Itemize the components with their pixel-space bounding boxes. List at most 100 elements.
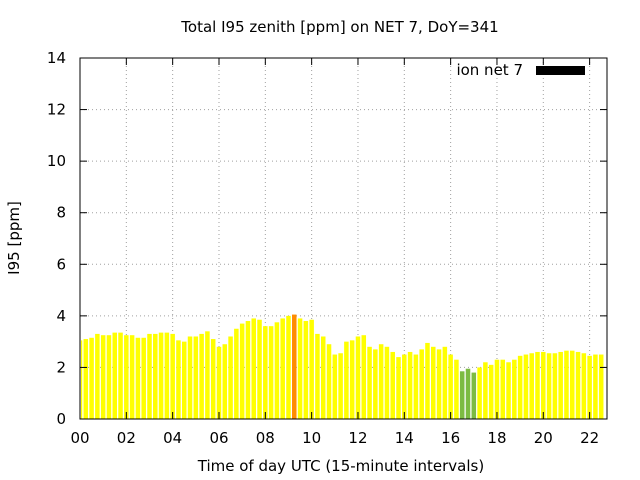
bar [292,314,297,419]
bar [436,349,442,419]
bar [593,354,598,419]
bar [431,346,436,419]
x-tick-label: 04 [163,429,182,447]
bar [349,340,355,419]
bar [541,351,546,419]
bar [396,357,401,419]
bar [407,351,413,419]
y-tick-label: 4 [56,307,66,325]
bar [89,337,94,419]
bar [135,337,141,419]
bar [598,354,604,419]
bar [129,335,135,419]
bar [257,319,262,419]
y-tick-label: 6 [56,255,66,273]
bar [367,346,372,419]
plot-frame [79,57,608,420]
bar [315,333,320,419]
bar [205,331,210,419]
bar [100,335,106,419]
bar [465,368,471,419]
bar [413,354,419,419]
bar [81,340,83,419]
bar [303,321,309,419]
bar [517,355,523,419]
y-tick-label: 0 [56,410,66,428]
bar [228,336,233,419]
y-tick-label: 2 [56,358,66,376]
bar [158,332,164,419]
bar [338,353,343,419]
bar [245,321,251,419]
x-tick-label: 14 [395,429,414,447]
bar [112,332,118,419]
x-axis-label: Time of day UTC (15-minute intervals) [197,457,484,475]
bar [419,349,424,419]
x-tick-label: 10 [302,429,321,447]
bar [402,354,407,419]
bar [488,364,494,419]
bar [587,355,592,419]
bar [95,333,100,419]
bar [477,367,482,419]
bar [274,322,280,419]
y-tick-label: 12 [47,101,66,119]
bar [378,344,384,419]
bar [373,349,378,419]
bar [535,351,540,419]
bar [210,339,216,419]
bar [176,340,181,419]
bar [216,346,222,419]
bar [222,344,228,419]
bar [384,346,390,419]
bar [199,333,204,419]
x-tick-label: 02 [117,429,136,447]
bar [164,332,170,419]
bar [187,336,193,419]
y-tick-label: 10 [47,152,66,170]
x-tick-label: 16 [441,429,460,447]
bar [251,318,256,419]
bar [153,333,158,419]
bar [118,332,123,419]
ticks [79,57,607,420]
bar [268,326,274,419]
chart-title: Total I95 zenith [ppm] on NET 7, DoY=341 [180,18,498,36]
bar [320,336,326,419]
bar [564,350,569,419]
bar [448,354,453,419]
bar [147,333,152,419]
bar [552,353,558,419]
bar [558,351,563,419]
x-tick-label: 06 [209,429,228,447]
y-axis-label: I95 [ppm] [5,201,23,275]
y-tick-labels: 0 2 4 6 8 10 12 14 [47,49,66,428]
bar [83,339,89,419]
legend-label: ion net 7 [456,61,523,79]
bar [454,359,459,419]
bar [344,341,349,419]
bar [512,359,517,419]
x-tick-labels: 00 02 04 06 08 10 12 14 16 18 20 22 [70,429,599,447]
bar [494,359,500,419]
bar [361,335,367,419]
bar [309,319,314,419]
x-tick-label: 20 [534,429,553,447]
bar [332,354,338,419]
bar [280,318,285,419]
bar [355,336,361,419]
bar [483,362,488,419]
bar [234,328,239,419]
bar [506,362,511,419]
bar [569,350,575,419]
x-tick-label: 00 [70,429,89,447]
x-tick-label: 18 [487,429,506,447]
bar [106,335,112,419]
y-tick-label: 14 [47,49,66,67]
bar [297,318,303,419]
bar [239,323,245,419]
bar [286,315,291,419]
bar [500,359,506,419]
bar [471,372,477,419]
